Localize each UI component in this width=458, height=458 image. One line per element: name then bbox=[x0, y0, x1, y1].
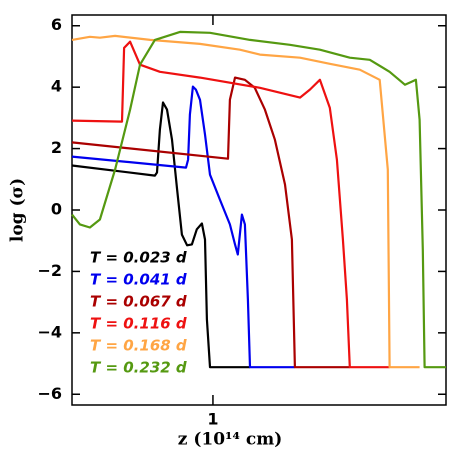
y-tick-label: 4 bbox=[51, 77, 62, 96]
legend-label: T = 0.023 d bbox=[90, 249, 187, 267]
series-line bbox=[71, 30, 446, 369]
legend-label: T = 0.232 d bbox=[90, 359, 187, 377]
y-tick-label: 2 bbox=[51, 138, 62, 157]
y-tick-label: −2 bbox=[37, 261, 62, 280]
x-tick-label: 1 bbox=[207, 410, 218, 429]
y-tick-label: 6 bbox=[51, 15, 62, 34]
x-axis-label: z (10¹⁴ cm) bbox=[178, 430, 282, 450]
legend-label: T = 0.041 d bbox=[90, 271, 187, 289]
y-tick-label: −4 bbox=[37, 322, 62, 341]
series-line bbox=[71, 76, 350, 369]
legend-label: T = 0.168 d bbox=[90, 337, 187, 355]
series-line bbox=[71, 85, 295, 369]
y-tick-label: −6 bbox=[37, 384, 62, 403]
series-line bbox=[71, 40, 390, 369]
legend-label: T = 0.067 d bbox=[90, 293, 187, 311]
legend-label: T = 0.116 d bbox=[90, 315, 187, 333]
y-tick-label: 0 bbox=[51, 200, 62, 219]
series-line bbox=[71, 34, 420, 369]
series-line bbox=[71, 101, 250, 369]
y-axis-label: log (σ) bbox=[8, 178, 28, 242]
